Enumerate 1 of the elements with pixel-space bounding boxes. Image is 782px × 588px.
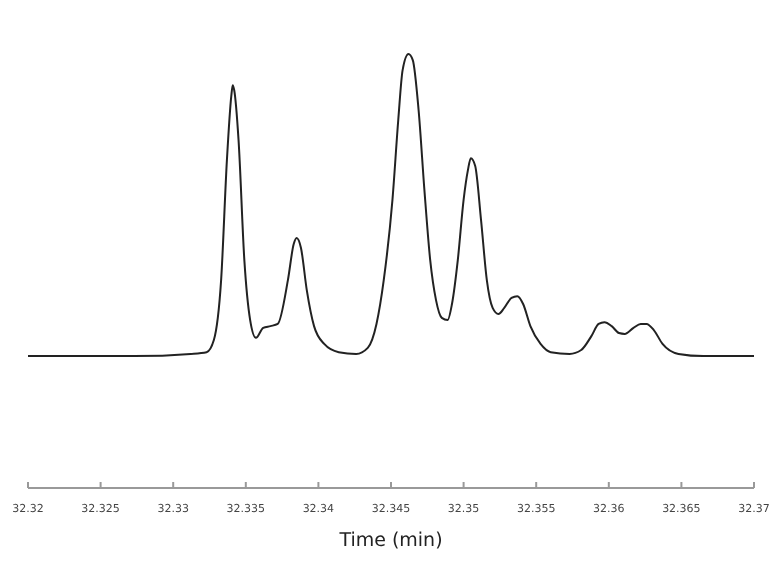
x-axis-title: Time (min) — [337, 530, 443, 552]
